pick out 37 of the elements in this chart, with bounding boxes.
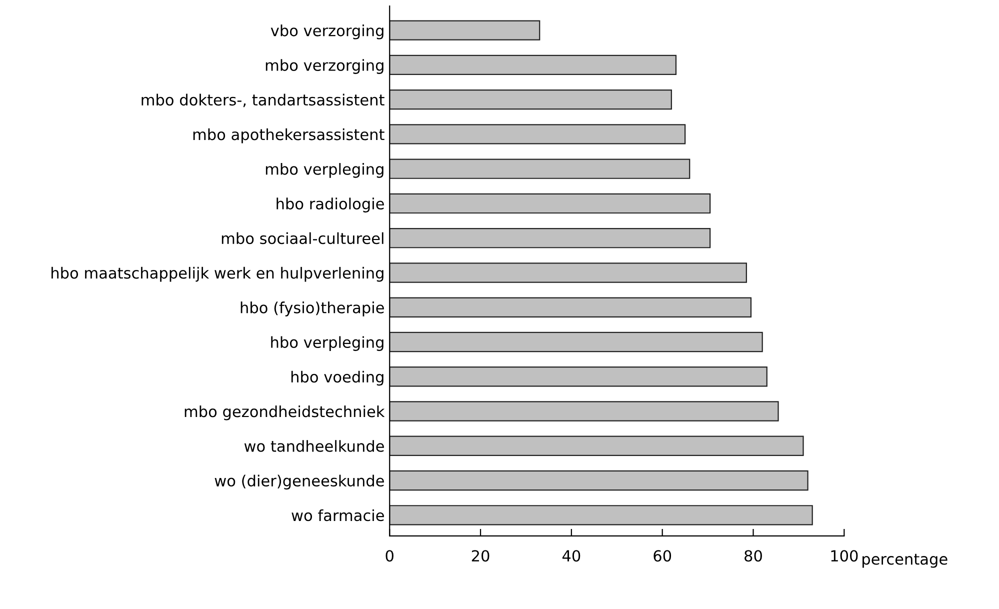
x-axis-title: percentage	[862, 554, 948, 568]
x-tick-label: 60	[654, 550, 672, 562]
y-tick-label: mbo apothekersassistent	[193, 128, 384, 144]
bar	[390, 262, 747, 283]
y-tick-label: hbo maatschappelijk werk en hulpverlening	[52, 266, 384, 282]
bar	[390, 20, 540, 40]
bar	[390, 193, 711, 214]
y-tick-label: mbo gezondheidstechniek	[184, 405, 385, 420]
bar	[390, 297, 752, 318]
bar	[390, 505, 813, 526]
bar	[390, 436, 804, 456]
bar	[390, 54, 677, 76]
y-tick-label: hbo (fysio)therapie	[240, 302, 384, 316]
y-tick-label: hbo verpleging	[271, 336, 384, 351]
y-tick-label: wo (dier)geneeskunde	[214, 474, 384, 490]
x-tick-label: 40	[562, 550, 580, 562]
bar	[390, 228, 711, 248]
bar	[390, 90, 672, 110]
y-tick-label: mbo sociaal-cultureel	[222, 232, 384, 244]
y-tick-label: wo farmacie	[292, 509, 384, 522]
y-tick-label: mbo dokters-, tandartsassistent	[142, 94, 384, 108]
x-tick-label: 100	[831, 550, 858, 562]
bar	[390, 332, 763, 352]
y-tick-label: vbo verzorging	[270, 24, 384, 40]
y-tick-label: hbo radiologie	[276, 198, 384, 212]
x-tick-label: 20	[472, 550, 490, 562]
bar	[390, 470, 808, 491]
y-tick-label: wo tandheelkunde	[244, 440, 384, 452]
x-tick-label: 0	[386, 550, 394, 562]
y-tick-label: hbo voeding	[291, 370, 384, 386]
bar	[390, 401, 779, 422]
y-tick-label: mbo verzorging	[266, 59, 384, 74]
bar	[390, 124, 686, 144]
bar	[390, 158, 690, 179]
bar	[390, 366, 768, 387]
y-tick-label: mbo verpleging	[266, 163, 384, 178]
x-tick-label: 80	[744, 550, 762, 562]
